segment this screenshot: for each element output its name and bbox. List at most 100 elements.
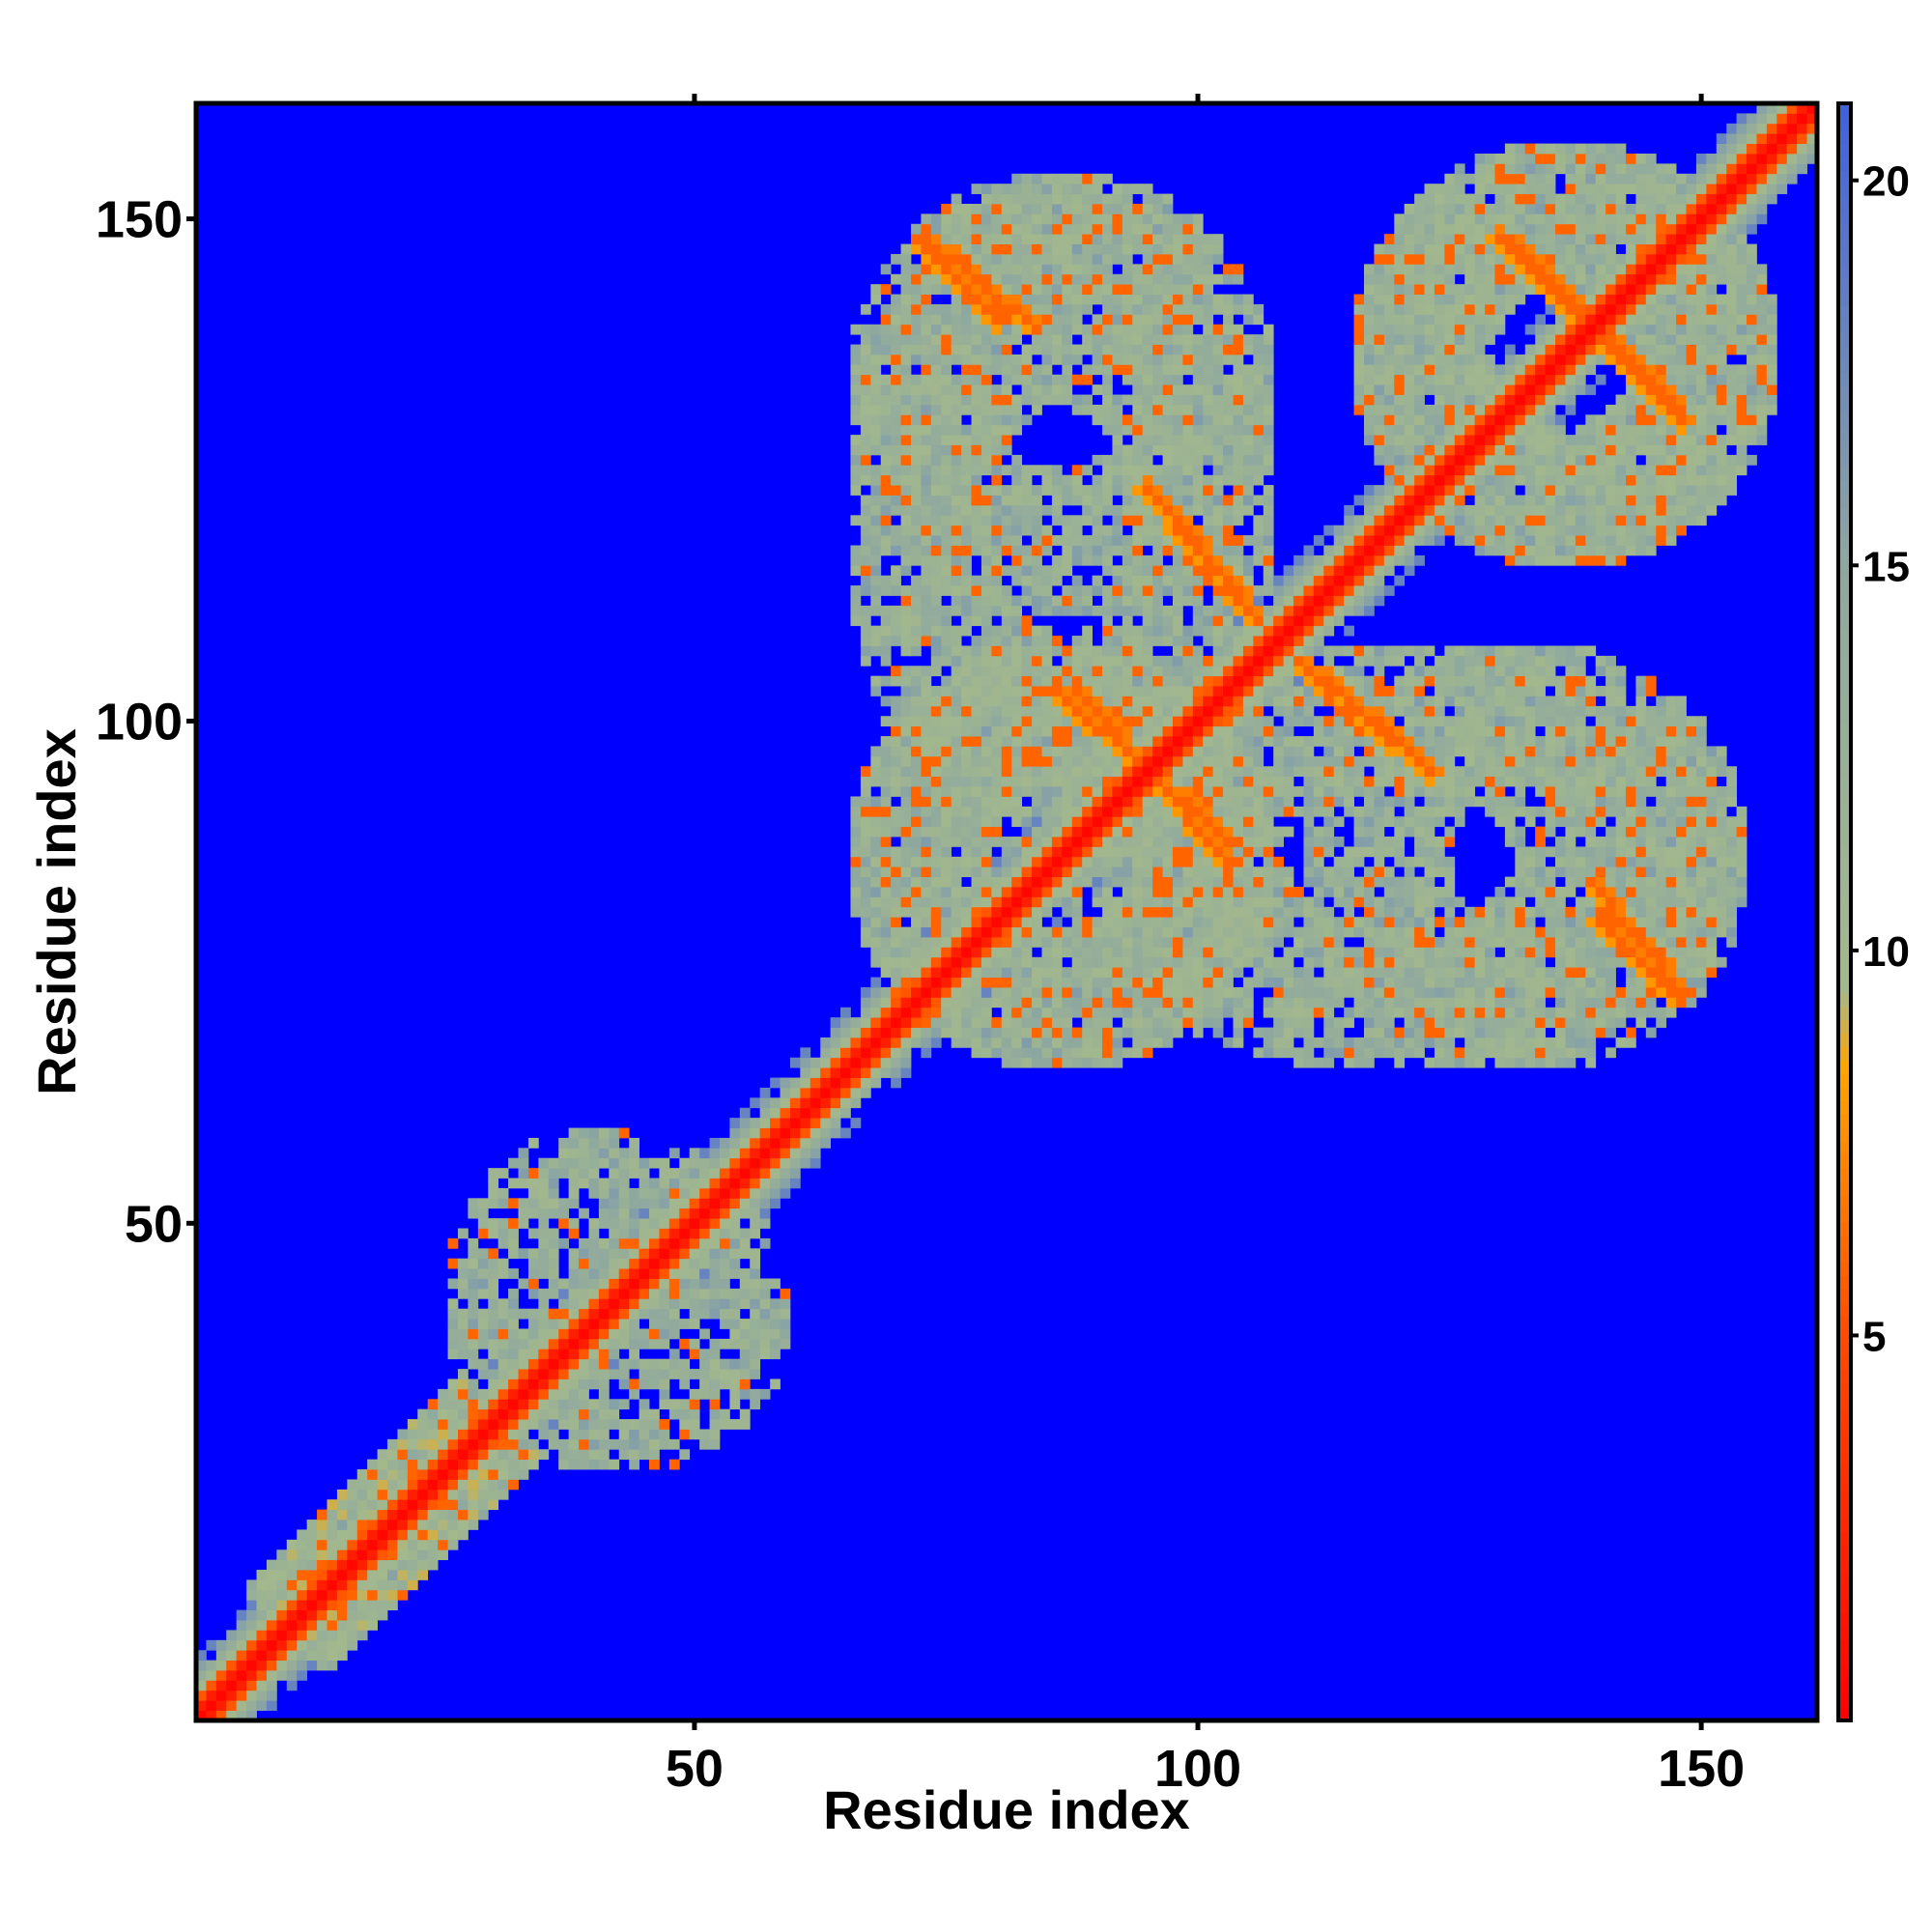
heatmap-cell: [1102, 243, 1113, 255]
heatmap-cell: [1313, 535, 1324, 546]
heatmap-cell: [518, 1358, 529, 1370]
heatmap-cell: [1051, 273, 1063, 285]
heatmap-cell: [719, 1288, 730, 1299]
heatmap-cell: [941, 465, 952, 476]
heatmap-cell: [1223, 273, 1234, 285]
heatmap-cell: [246, 1680, 257, 1691]
heatmap-cell: [961, 264, 972, 275]
heatmap-cell: [870, 504, 882, 516]
heatmap-cell: [1112, 716, 1123, 727]
heatmap-cell: [921, 424, 932, 436]
heatmap-cell: [1152, 273, 1163, 285]
heatmap-cell: [468, 1388, 479, 1400]
heatmap-cell: [1242, 705, 1254, 717]
heatmap-cell: [629, 1378, 639, 1390]
heatmap-cell: [1152, 675, 1163, 687]
heatmap-cell: [1293, 986, 1304, 998]
heatmap-cell: [991, 806, 1003, 817]
heatmap-cell: [1032, 234, 1042, 244]
heatmap-cell: [880, 837, 892, 847]
heatmap-cell: [921, 917, 932, 927]
heatmap-cell: [991, 354, 1003, 365]
heatmap-cell: [1233, 816, 1244, 828]
heatmap-cell: [1102, 314, 1113, 326]
heatmap-cell: [1032, 736, 1042, 747]
heatmap-cell: [900, 284, 912, 295]
heatmap-cell: [1102, 947, 1113, 958]
heatmap-cell: [971, 947, 982, 958]
heatmap-cell: [910, 636, 922, 646]
heatmap-cell: [659, 1298, 670, 1310]
heatmap-cell: [961, 595, 972, 607]
heatmap-cell: [689, 1187, 700, 1199]
heatmap-cell: [196, 1710, 207, 1721]
heatmap-cell: [1132, 696, 1144, 707]
heatmap-cell: [1071, 264, 1083, 275]
heatmap-cell: [1172, 796, 1183, 808]
heatmap-cell: [1273, 686, 1285, 696]
heatmap-cell: [387, 1499, 398, 1511]
heatmap-cell: [1142, 354, 1153, 365]
heatmap-cell: [930, 696, 942, 707]
heatmap-cell: [649, 1208, 660, 1219]
heatmap-cell: [1162, 1017, 1174, 1028]
heatmap-cell: [1142, 796, 1153, 808]
heatmap-cell: [1263, 906, 1274, 918]
heatmap-cell: [659, 1438, 670, 1450]
heatmap-cell: [850, 1057, 862, 1068]
heatmap-cell: [921, 294, 932, 305]
heatmap-cell: [1062, 967, 1073, 978]
heatmap-cell: [387, 1589, 398, 1601]
heatmap-cell: [1182, 716, 1194, 727]
heatmap-cell: [1192, 253, 1204, 265]
heatmap-cell: [1001, 887, 1012, 897]
heatmap-cell: [860, 906, 871, 918]
heatmap-cell: [477, 1399, 489, 1410]
heatmap-cell: [739, 1419, 751, 1430]
heatmap-cell: [810, 1067, 821, 1078]
heatmap-cell: [488, 1438, 499, 1450]
heatmap-cell: [991, 675, 1003, 687]
heatmap-cell: [951, 605, 962, 616]
heatmap-cell: [1051, 203, 1063, 214]
heatmap-cell: [850, 515, 862, 526]
heatmap-cell: [1122, 444, 1133, 456]
heatmap-cell: [1283, 776, 1294, 787]
heatmap-cell: [518, 1438, 529, 1450]
heatmap-cell: [880, 354, 892, 365]
heatmap-cell: [367, 1509, 378, 1520]
heatmap-cell: [538, 1228, 550, 1239]
heatmap-cell: [850, 796, 862, 808]
heatmap-cell: [568, 1137, 580, 1149]
heatmap-cell: [1112, 193, 1123, 205]
heatmap-cell: [1071, 324, 1083, 335]
heatmap-cell: [1021, 554, 1033, 566]
heatmap-cell: [930, 515, 942, 526]
heatmap-cell: [1323, 1017, 1335, 1028]
heatmap-cell: [1182, 786, 1194, 797]
heatmap-cell: [397, 1549, 409, 1561]
heatmap-cell: [1021, 867, 1033, 878]
heatmap-cell: [910, 856, 922, 867]
heatmap-cell: [618, 1237, 630, 1249]
heatmap-cell: [1041, 234, 1053, 244]
heatmap-cell: [639, 1298, 650, 1310]
heatmap-cell: [870, 444, 882, 456]
heatmap-cell: [558, 1328, 570, 1340]
heatmap-cell: [1253, 977, 1264, 988]
heatmap-cell: [1192, 796, 1204, 808]
heatmap-cell: [629, 1198, 639, 1209]
heatmap-cell: [1122, 545, 1133, 556]
heatmap-cell: [1172, 444, 1183, 456]
heatmap-cell: [367, 1459, 378, 1470]
heatmap-cell: [518, 1349, 529, 1360]
heatmap-cell: [729, 1358, 741, 1370]
heatmap-cell: [1313, 986, 1324, 998]
heatmap-cell: [971, 986, 982, 998]
heatmap-cell: [1032, 956, 1042, 968]
heatmap-cell: [1242, 384, 1254, 395]
heatmap-cell: [477, 1449, 489, 1461]
heatmap-cell: [1092, 716, 1103, 727]
heatmap-cell: [910, 986, 922, 998]
heatmap-cell: [921, 223, 932, 235]
